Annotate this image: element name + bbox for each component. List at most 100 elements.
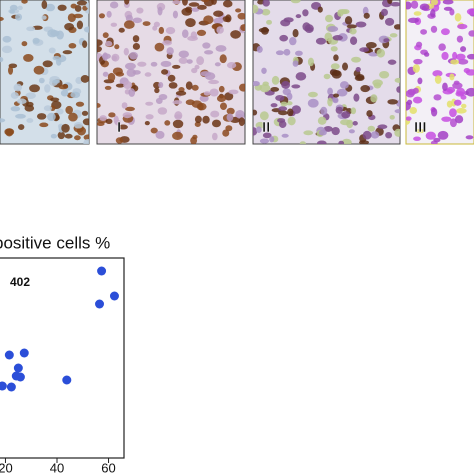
cell [70,91,81,98]
cell [150,127,158,134]
cell [68,43,77,49]
cell [210,110,220,118]
cell [109,1,119,9]
x-tick-label: 20 [0,460,13,474]
cell [76,126,87,136]
cell [114,119,121,126]
cell [158,26,165,35]
point [6,382,16,392]
cell [213,10,224,17]
cell [307,98,319,108]
cell [412,96,423,104]
cell [330,46,338,52]
cell [172,10,178,19]
cell [376,48,386,58]
cell [258,27,270,33]
cell [344,16,353,25]
cell [25,92,36,99]
cell [430,0,439,6]
cell [270,103,278,108]
cell [162,40,173,46]
cell [419,3,430,11]
cell [281,133,289,138]
cell [363,12,370,19]
cell [108,112,116,118]
cell [359,47,370,53]
cell [132,17,143,24]
cell [225,14,232,23]
cell [44,84,51,93]
cell [434,75,442,84]
cell [105,118,113,124]
cell [406,89,415,98]
cell [83,26,89,33]
cell [292,60,299,67]
cell [185,81,193,90]
cell [165,26,176,35]
cell [456,87,466,96]
cell [142,21,151,26]
cell [41,0,48,10]
cell [437,130,449,140]
cell [318,129,327,136]
cell [341,111,351,119]
cell [291,105,301,114]
cell [181,29,189,39]
cell-texture [406,0,474,144]
cell [218,85,225,93]
cell [280,101,288,107]
point [19,348,29,358]
cell [414,129,426,134]
cell [112,67,123,76]
cell [282,88,291,96]
cell [455,53,466,61]
cell [122,112,133,119]
cell [0,56,4,63]
cell [346,24,357,29]
cell [465,87,474,97]
cell [253,80,260,87]
cell [161,69,169,75]
cell [355,21,367,28]
cell [185,18,196,28]
cell [226,61,237,69]
cell [17,5,23,11]
cell [121,102,128,109]
cell-texture [253,0,400,144]
cell [80,74,89,83]
cell [349,36,358,46]
cell [299,141,306,144]
cell [154,87,160,94]
cell [48,47,56,54]
cell [446,86,456,94]
cell [32,37,40,44]
cell [432,70,443,77]
cell [366,110,373,117]
cell [57,4,67,11]
cell [406,99,413,106]
cell [460,94,467,100]
x-tick-label: 60 [101,460,115,474]
cell [192,134,198,140]
cell [390,2,400,7]
cell [449,73,455,81]
cell [145,114,154,120]
cell [355,66,361,72]
cell [153,21,160,28]
cell-texture [0,0,89,144]
cell [291,84,301,89]
cell [215,45,227,52]
point [0,381,7,391]
cell [29,84,40,93]
cell [317,140,327,144]
cell [223,0,233,8]
cell [417,77,423,85]
cell [235,8,242,13]
cell [410,0,419,9]
cell [115,137,124,144]
chart-title: positive cells % [0,233,110,252]
cell [124,62,136,70]
cell [203,91,211,96]
cell [70,3,77,9]
